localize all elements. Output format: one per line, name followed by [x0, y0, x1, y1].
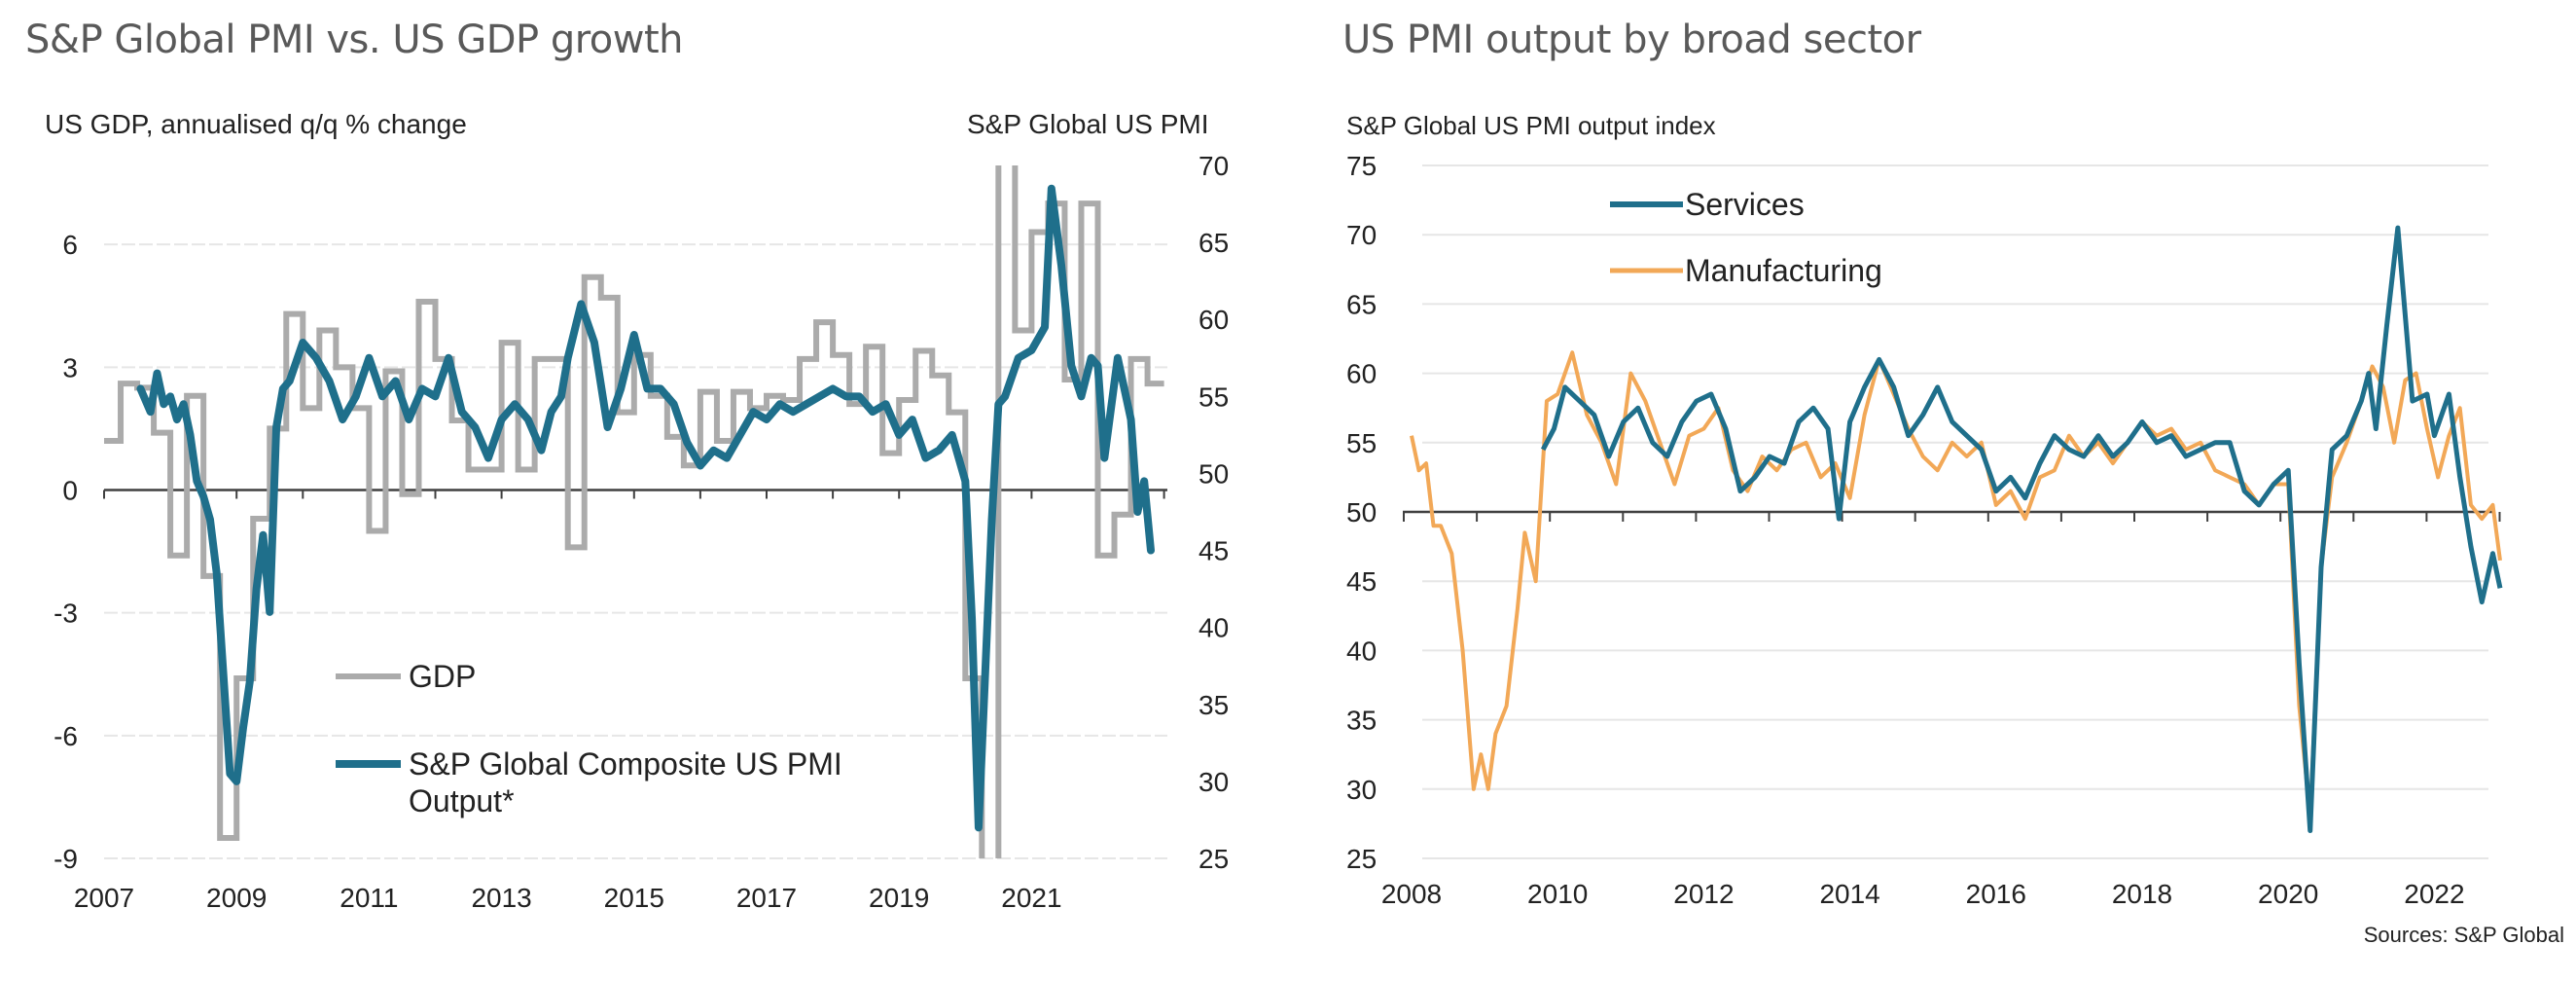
y-tick-label: 40	[1346, 636, 1377, 666]
y-tick-label: 70	[1346, 220, 1377, 250]
services-series-line	[1540, 225, 2503, 834]
x-tick-label: 2014	[1819, 879, 1879, 909]
x-tick-label: 2012	[1673, 879, 1734, 909]
y-tick-label: -9	[54, 844, 78, 874]
y-tick-label: 45	[1346, 566, 1377, 597]
source-note: Sources: S&P Global	[2363, 923, 2564, 947]
y-tick-label: 55	[1346, 428, 1377, 458]
y-tick-label: -6	[54, 721, 78, 751]
legend-label-gdp: GDP	[409, 659, 476, 694]
x-tick-label: 2017	[736, 883, 797, 913]
y2-tick-label: 40	[1199, 613, 1229, 643]
y2-tick-label: 30	[1199, 767, 1229, 797]
legend-label-pmi: S&P Global Composite US PMI	[409, 746, 842, 781]
y-tick-label: 0	[62, 476, 78, 506]
manufacturing-series-line	[1410, 350, 2502, 819]
x-tick-label: 2019	[869, 883, 929, 913]
pmi-series-line	[136, 184, 1155, 832]
x-tick-label: 2013	[471, 883, 531, 913]
y2-tick-label: 65	[1199, 228, 1229, 258]
x-tick-label: 2008	[1381, 879, 1442, 909]
y2-tick-label: 55	[1199, 382, 1229, 412]
x-tick-label: 2018	[2112, 879, 2172, 909]
left-axis-caption: US GDP, annualised q/q % change	[45, 109, 467, 139]
y-tick-label: 35	[1346, 706, 1377, 736]
y-tick-label: 3	[62, 352, 78, 382]
x-tick-label: 2011	[340, 883, 398, 913]
right-axis-caption: S&P Global US PMI	[967, 109, 1209, 139]
y2-tick-label: 45	[1199, 536, 1229, 566]
y2-tick-label: 70	[1199, 151, 1229, 181]
y-tick-label: 60	[1346, 359, 1377, 389]
gdp-pmi-chart: -9 -6 -3 0 3 6 25 30 35 40 45 50 55 60 65 70 2007 2009 201…	[54, 151, 1229, 913]
sector-axis-caption: S&P Global US PMI output index	[1346, 111, 1716, 140]
y-tick-label: 25	[1346, 844, 1377, 874]
y-tick-label: 6	[62, 230, 78, 260]
x-tick-label: 2021	[1001, 883, 1061, 913]
legend-label-services: Services	[1685, 187, 1805, 222]
x-tick-label: 2016	[1966, 879, 2026, 909]
left-chart-title: S&P Global PMI vs. US GDP growth	[25, 18, 684, 62]
y-tick-label: 75	[1346, 151, 1377, 181]
legend-label-manufacturing: Manufacturing	[1685, 253, 1882, 288]
x-tick-label: 2010	[1527, 879, 1588, 909]
right-chart-title: US PMI output by broad sector	[1342, 18, 1921, 62]
x-tick-label: 2007	[74, 883, 134, 913]
y2-tick-label: 50	[1199, 458, 1229, 489]
y-tick-label: -3	[54, 599, 78, 629]
x-tick-label: 2020	[2258, 879, 2318, 909]
y-tick-label: 30	[1346, 775, 1377, 805]
y2-tick-label: 60	[1199, 305, 1229, 335]
y2-tick-label: 35	[1199, 690, 1229, 720]
x-tick-label: 2009	[206, 883, 267, 913]
legend-label-pmi-cont: Output*	[409, 783, 515, 818]
y-tick-label: 65	[1346, 289, 1377, 319]
y2-tick-label: 25	[1199, 844, 1229, 874]
y-tick-label: 50	[1346, 497, 1377, 527]
x-tick-label: 2015	[604, 883, 664, 913]
x-tick-label: 2022	[2404, 879, 2464, 909]
